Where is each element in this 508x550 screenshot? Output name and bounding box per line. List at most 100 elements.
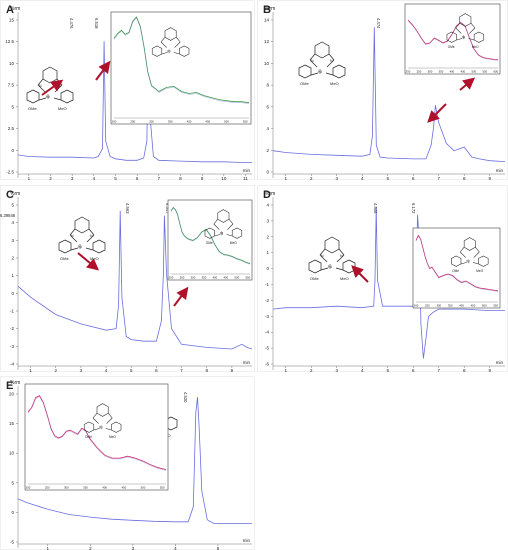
x-tick-label: 4 <box>361 176 364 181</box>
y-tick-label: 10 <box>264 61 270 66</box>
y-tick-label: -6 <box>265 362 269 367</box>
x-tick-label: 8 <box>179 176 182 181</box>
structure-n-label: N <box>90 234 93 238</box>
x-tick-label: 9 <box>488 368 491 373</box>
y-tick-label: 1 <box>266 250 269 255</box>
inset-spectrum-trace <box>27 395 167 470</box>
structure-meo-label: MeO <box>58 106 67 111</box>
inset-x-tick-label: 400 <box>187 120 192 124</box>
x-tick-label: 2 <box>310 176 313 181</box>
x-unit-label: min <box>243 168 251 173</box>
inset-x-tick-label: 450 <box>471 304 476 308</box>
inset-x-tick-label: 450 <box>121 486 126 490</box>
inset-x-tick-label: 250 <box>180 276 185 280</box>
peak-label: 6.518 <box>94 18 99 29</box>
inset-x-tick-label: 250 <box>425 304 430 308</box>
inset-x-tick-label: 350 <box>439 70 444 74</box>
inset-x-tick-label: 500 <box>141 486 146 490</box>
structure-metal-label: Ni <box>99 425 102 429</box>
inset-x-tick-label: 550 <box>482 70 487 74</box>
chromatogram-trace <box>17 210 253 350</box>
structure-n-label: N <box>71 234 74 238</box>
structure-metal-label: Ni <box>78 244 82 249</box>
red-arrow <box>41 79 64 96</box>
structure-meo-label: MeO <box>476 269 483 273</box>
x-tick-label: 6 <box>412 368 415 373</box>
structure-meo-label: MeO <box>109 435 116 439</box>
structure-n-label: N <box>311 59 314 63</box>
x-tick-label: 1 <box>28 176 31 181</box>
inset-x-tick-label: 200 <box>406 70 411 74</box>
inset-x-tick-label: 200 <box>414 304 419 308</box>
y-tick-label: 6 <box>266 104 269 109</box>
inset-structure: Ni OMe MeO <box>451 237 489 273</box>
x-unit-label: min <box>496 360 504 365</box>
inset-x-tick-label: 500 <box>224 120 229 124</box>
x-tick-label: 6 <box>155 368 158 373</box>
inset-x-tick-label: 600 <box>493 70 498 74</box>
inset-x-tick-label: 400 <box>459 304 464 308</box>
y-tick-label: 2 <box>11 256 14 261</box>
peak-label: 4.563 <box>125 203 130 214</box>
y-tick-label: -5 <box>10 540 14 545</box>
structure-n-label: N <box>330 59 333 63</box>
inset-x-tick-label: 400 <box>450 70 455 74</box>
inset-x-tick-label: 350 <box>83 486 88 490</box>
red-arrow <box>427 103 447 123</box>
x-tick-label: 9 <box>231 368 234 373</box>
x-tick-label: 5 <box>130 368 133 373</box>
y-tick-label: 4 <box>266 126 269 131</box>
x-tick-label: 10 <box>221 176 227 181</box>
y-tick-label: -2 <box>10 326 14 331</box>
inset-x-tick-label: 500 <box>234 276 239 280</box>
y-tick-label: 14 <box>264 18 270 23</box>
inset-x-tick-label: 250 <box>130 120 135 124</box>
x-tick-label: 2 <box>54 368 57 373</box>
inset-structure: Ni OMe MeO <box>83 403 122 439</box>
peak-label: 4.476 <box>69 18 74 29</box>
y-tick-label: -4 <box>265 330 269 335</box>
y-unit-label: %rm <box>10 6 20 12</box>
structure-ome-label: OMe <box>60 256 69 261</box>
uv-spectrum-inset: 200 250 300 350 400 450 500 550 600 Ni OMe MeO <box>404 3 501 75</box>
y-tick-label: -2 <box>265 298 269 303</box>
panel-label: D <box>263 189 271 201</box>
x-tick-label: 7 <box>437 368 440 373</box>
y-tick-label: -1 <box>10 309 14 314</box>
structure-ome-label: OMe <box>85 435 92 439</box>
structure-drawing <box>298 41 346 79</box>
y-tick-label: 7.5 <box>8 83 15 88</box>
y-unit-label: %rm <box>10 380 20 386</box>
inset-x-tick-label: 550 <box>245 276 250 280</box>
red-arrow <box>95 60 111 81</box>
inset-structure: Ni <box>151 27 190 57</box>
inset-x-tick-label: 200 <box>112 120 117 124</box>
red-arrow <box>351 265 369 283</box>
y-tick-label: 15 <box>9 18 15 23</box>
y-unit-label: %rm <box>265 191 275 197</box>
inset-x-tick-label: 450 <box>224 276 229 280</box>
inset-frame <box>110 11 252 125</box>
structure-drawing <box>26 66 74 104</box>
x-tick-label: 1 <box>47 546 50 550</box>
x-unit-label: min <box>496 168 504 173</box>
inset-spectrum-trace-secondary <box>170 207 251 265</box>
peak-label: 6.39846 <box>0 213 16 218</box>
x-tick-label: 2 <box>49 176 52 181</box>
structure-ome-label: OMe <box>206 241 213 245</box>
x-tick-label: 7 <box>180 368 183 373</box>
y-tick-label: 20 <box>9 392 15 397</box>
y-tick-label: 2.5 <box>8 126 15 131</box>
x-tick-label: 7 <box>158 176 161 181</box>
x-unit-label: min <box>243 538 251 543</box>
uv-spectrum-inset: 200 250 300 350 400 450 500 550 Ni <box>110 11 252 125</box>
inset-x-tick-label: 200 <box>26 486 31 490</box>
structure-n-label: N <box>340 254 343 258</box>
y-tick-label: 2 <box>266 234 269 239</box>
structure-ome-label: OMe <box>28 106 37 111</box>
x-tick-label: 4 <box>361 368 364 373</box>
x-tick-label: 5 <box>386 368 389 373</box>
red-arrow <box>459 77 476 91</box>
structure-n-label: N <box>321 254 324 258</box>
